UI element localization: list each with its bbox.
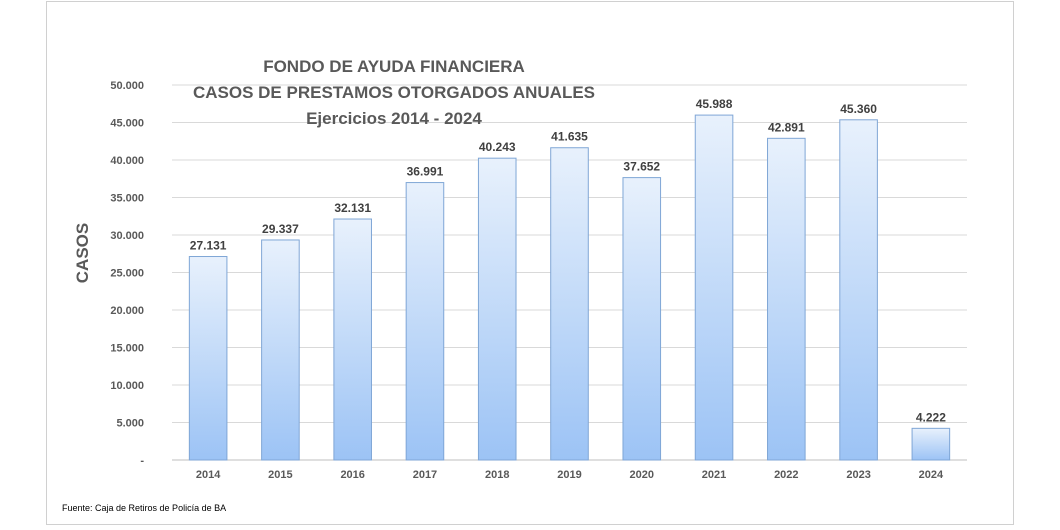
data-label-2016: 32.131: [334, 201, 371, 215]
source-note: Fuente: Caja de Retiros de Policía de BA: [62, 503, 226, 513]
y-axis-label: CASOS: [73, 223, 92, 283]
data-label-2023: 45.360: [840, 102, 877, 116]
x-tick-label: 2017: [413, 469, 437, 481]
bar-chart: - 5.000 10.000 15.000 20.000 25.000 30.000 35.0…: [62, 57, 967, 513]
bar-2018: [477, 157, 517, 461]
data-label-2024: 4.222: [916, 410, 946, 424]
x-tick-label: 2015: [268, 469, 292, 481]
data-label-2021: 45.988: [696, 97, 733, 111]
x-tick-label: 2023: [846, 469, 870, 481]
data-label-2020: 37.652: [623, 160, 660, 174]
bar-2019: [550, 147, 589, 461]
data-label-2015: 29.337: [262, 222, 299, 236]
y-tick-label: 5.000: [116, 418, 144, 430]
x-tick-label: 2024: [919, 469, 944, 481]
chart-title-line-1: FONDO DE AYUDA FINANCIERA: [263, 57, 525, 76]
bar-2017: [405, 182, 445, 461]
chart-title: FONDO DE AYUDA FINANCIERA CASOS DE PREST…: [193, 57, 595, 128]
x-tick-label: 2014: [196, 469, 221, 481]
y-tick-label: 10.000: [110, 380, 144, 392]
y-tick-label: 45.000: [110, 118, 144, 130]
bar-2016: [333, 218, 372, 461]
y-tick-label: 25.000: [110, 268, 144, 280]
x-tick-label: 2022: [774, 469, 798, 481]
y-tick-label: 35.000: [110, 193, 144, 205]
data-label-2019: 41.635: [551, 130, 588, 144]
data-labels: 27.131 29.337 32.131 36.991 40.243 41.635 37.6…: [190, 97, 946, 424]
y-tick-label: 40.000: [110, 155, 144, 167]
data-label-2017: 36.991: [407, 165, 444, 179]
bar-2014: [188, 256, 228, 461]
data-label-2014: 27.131: [190, 239, 227, 253]
x-tick-label: 2021: [702, 469, 726, 481]
data-label-2018: 40.243: [479, 140, 516, 154]
y-tick-label: 20.000: [110, 305, 144, 317]
x-tick-label: 2016: [340, 469, 364, 481]
x-tick-label: 2019: [557, 469, 581, 481]
bar-2023: [839, 119, 878, 461]
bar-2020: [622, 177, 662, 461]
y-tick-label: -: [140, 455, 144, 467]
y-tick-label: 50.000: [110, 80, 144, 92]
bars: [188, 114, 951, 461]
x-tick-label: 2018: [485, 469, 509, 481]
bar-2022: [767, 137, 806, 461]
chart-title-line-2: CASOS DE PRESTAMOS OTORGADOS ANUALES: [193, 83, 595, 102]
y-tick-label: 30.000: [110, 230, 144, 242]
bar-2024: [911, 427, 951, 461]
y-tick-label: 15.000: [110, 343, 144, 355]
x-axis-ticks: 2014 2015 2016 2017 2018 2019 2020 2021 2022 2023…: [196, 469, 944, 481]
chart-title-line-3: Ejercicios 2014 - 2024: [306, 109, 482, 128]
x-tick-label: 2020: [630, 469, 654, 481]
y-axis-ticks: - 5.000 10.000 15.000 20.000 25.000 30.000 35.0…: [110, 80, 144, 467]
chart-frame: - 5.000 10.000 15.000 20.000 25.000 30.000 35.0…: [46, 1, 1014, 525]
bar-2021: [694, 114, 734, 461]
data-label-2022: 42.891: [768, 120, 805, 134]
bar-2015: [261, 239, 300, 461]
